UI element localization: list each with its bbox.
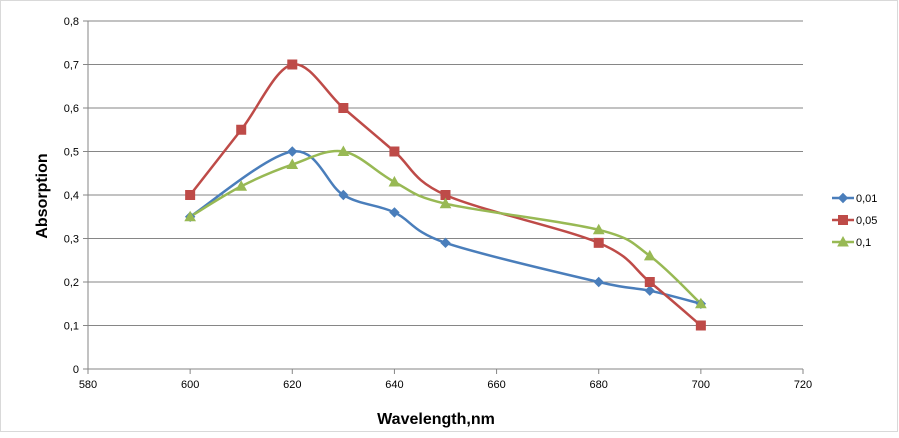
legend-label: 0,05: [856, 215, 877, 227]
x-tick-label: 680: [590, 379, 608, 391]
y-tick-label: 0,2: [64, 277, 79, 289]
data-point: [388, 175, 401, 187]
data-point: [592, 223, 605, 235]
y-tick-label: 0,1: [64, 321, 79, 333]
data-point: [643, 249, 656, 261]
legend-marker-0: [837, 192, 849, 204]
x-tick-label: 620: [283, 379, 301, 391]
data-point: [440, 237, 451, 249]
data-point: [185, 190, 196, 200]
data-point: [338, 189, 349, 201]
x-tick-label: 600: [181, 379, 199, 391]
data-point: [184, 210, 196, 222]
data-point: [439, 197, 452, 209]
data-point: [695, 320, 706, 331]
data-point: [593, 276, 604, 288]
y-axis-title: Absorption: [34, 153, 51, 238]
data-point: [286, 158, 299, 170]
data-point: [695, 297, 707, 309]
data-point: [235, 180, 248, 191]
data-point: [644, 285, 655, 296]
y-tick-label: 0,4: [64, 190, 79, 202]
y-tick-label: 0,6: [64, 103, 79, 115]
data-point: [338, 103, 349, 113]
y-tick-label: 0,8: [64, 16, 79, 28]
x-tick-labels: 580 600 620 640 660 680 700 720: [79, 379, 812, 391]
x-axis-title: Wavelength,nm: [377, 411, 495, 428]
series-markers: [184, 59, 707, 331]
data-point: [644, 277, 655, 287]
y-tick-labels: 0 0,1 0,2 0,3 0,4 0,5 0,6 0,7 0,8: [64, 16, 79, 376]
y-tick-label: 0,3: [64, 234, 79, 246]
x-tick-label: 640: [385, 379, 403, 391]
x-tick-label: 580: [79, 379, 97, 391]
data-point: [337, 145, 350, 156]
x-tick-label: 720: [794, 379, 812, 391]
series-line-2: [188, 149, 703, 305]
axes: [83, 20, 804, 374]
legend-label: 0,01: [856, 193, 877, 205]
y-tick-label: 0,5: [64, 147, 79, 159]
x-tick-label: 660: [487, 379, 505, 391]
legend-marker-1: [838, 215, 848, 225]
x-tick-label: 700: [692, 379, 710, 391]
legend-marker-2: [837, 235, 849, 247]
y-tick-label: 0: [73, 364, 79, 376]
data-point: [236, 124, 247, 135]
legend-label: 0,1: [856, 237, 871, 249]
data-point: [287, 146, 298, 157]
data-point: [389, 146, 400, 157]
legend: 0,01 0,05 0,1: [832, 192, 877, 249]
data-point: [287, 59, 298, 70]
data-point: [389, 207, 400, 218]
data-point: [593, 237, 604, 248]
y-tick-label: 0,7: [64, 60, 79, 72]
